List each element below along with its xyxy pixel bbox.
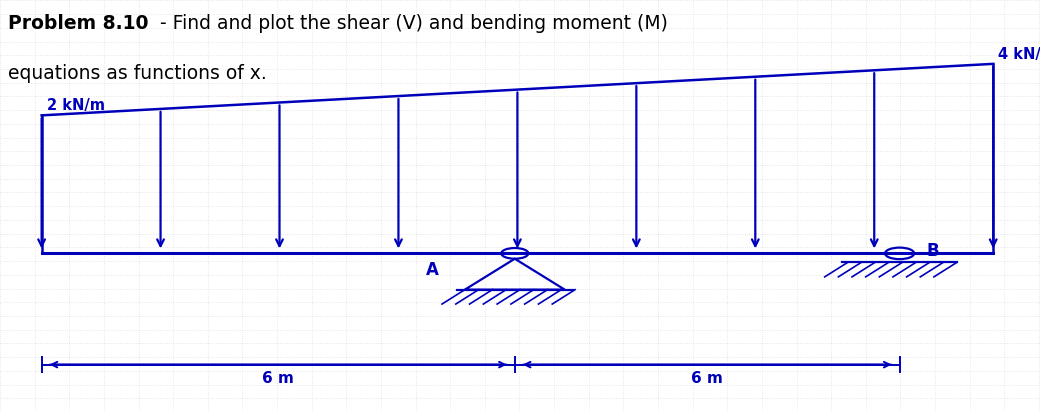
Text: B: B — [927, 242, 939, 260]
Text: 4 kN/m: 4 kN/m — [998, 47, 1040, 62]
Text: 6 m: 6 m — [692, 371, 723, 386]
Text: equations as functions of x.: equations as functions of x. — [8, 64, 267, 83]
Text: Problem 8.10: Problem 8.10 — [8, 14, 149, 33]
Text: 6 m: 6 m — [262, 371, 294, 386]
Text: - Find and plot the shear (V) and bending moment (M): - Find and plot the shear (V) and bendin… — [154, 14, 668, 33]
Text: A: A — [426, 261, 439, 279]
Text: 2 kN/m: 2 kN/m — [47, 98, 105, 113]
